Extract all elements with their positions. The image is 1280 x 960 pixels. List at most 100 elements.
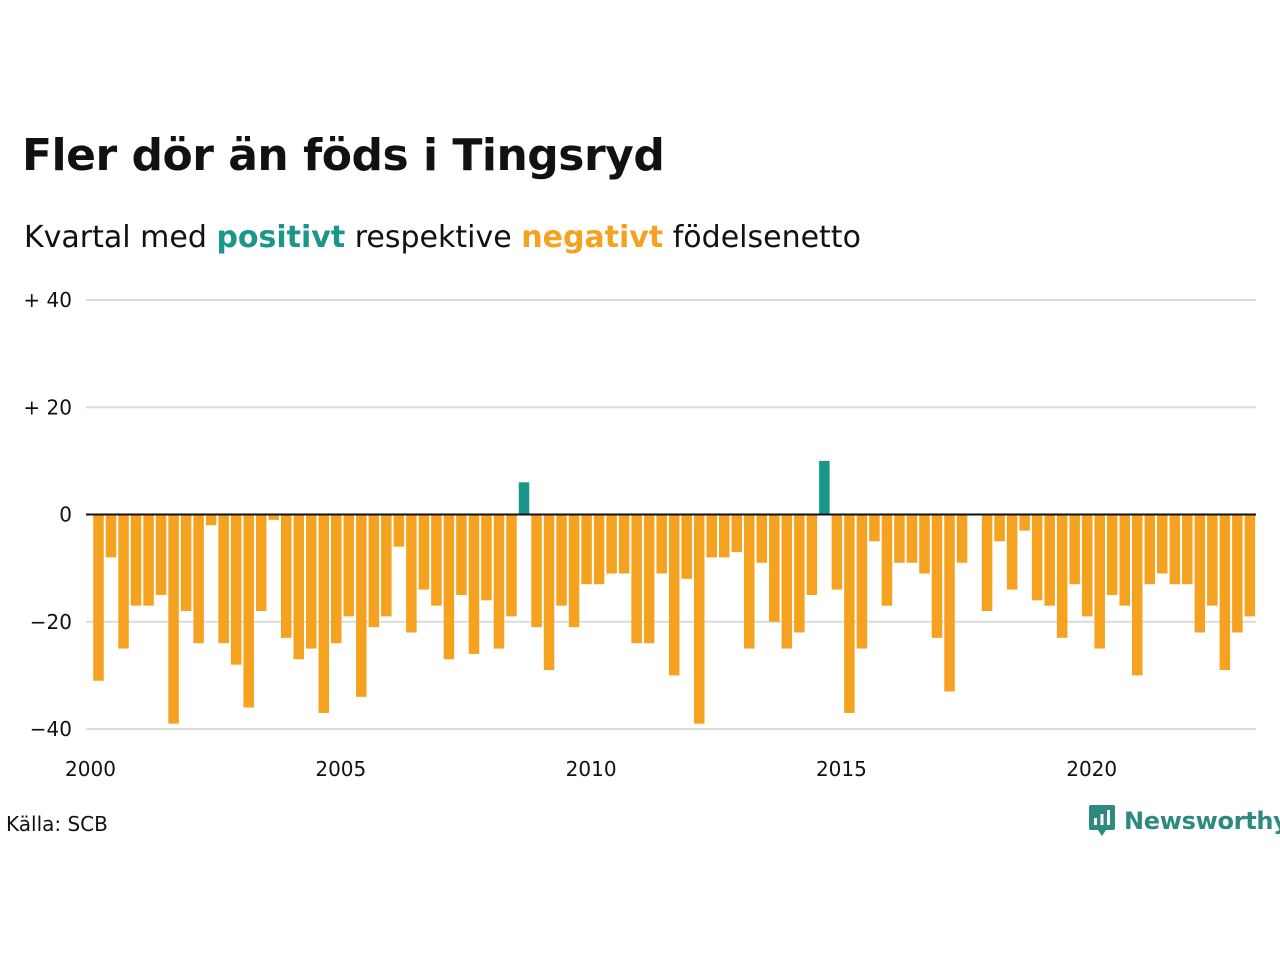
bar bbox=[1106, 514, 1118, 595]
logo-wordmark: Newsworthy bbox=[1124, 807, 1280, 835]
bar bbox=[1207, 514, 1218, 606]
bar bbox=[593, 514, 605, 585]
bar bbox=[606, 514, 617, 574]
bar bbox=[1019, 514, 1030, 531]
bar bbox=[944, 514, 955, 692]
bar bbox=[293, 514, 304, 660]
bar bbox=[506, 514, 517, 617]
bar bbox=[744, 514, 755, 649]
subtitle-suffix: födelsenetto bbox=[672, 220, 861, 255]
y-tick-label: −20 bbox=[30, 610, 72, 634]
bar bbox=[1119, 514, 1130, 606]
bar bbox=[105, 514, 117, 558]
bar bbox=[268, 514, 279, 520]
bar bbox=[1169, 514, 1181, 585]
subtitle-negative-label: negativt bbox=[521, 220, 664, 255]
y-tick-label: + 40 bbox=[23, 288, 72, 312]
bar bbox=[581, 514, 592, 585]
bar bbox=[819, 460, 830, 515]
bar bbox=[981, 514, 993, 612]
bar bbox=[931, 514, 943, 638]
bar bbox=[180, 514, 192, 612]
bar bbox=[794, 514, 805, 633]
bar bbox=[443, 514, 455, 660]
bar bbox=[1081, 514, 1093, 617]
bar bbox=[130, 514, 142, 606]
bar bbox=[381, 514, 392, 617]
bar bbox=[631, 514, 642, 644]
bar bbox=[643, 514, 655, 644]
y-tick-label: −40 bbox=[30, 717, 72, 741]
bar bbox=[1244, 514, 1256, 617]
bar bbox=[919, 514, 930, 574]
bar bbox=[243, 514, 254, 708]
bar bbox=[1056, 514, 1068, 638]
bar bbox=[331, 514, 342, 644]
subtitle-middle: respektive bbox=[354, 220, 512, 255]
bar bbox=[1131, 514, 1143, 676]
subtitle-prefix: Kvartal med bbox=[24, 220, 207, 255]
bar bbox=[1094, 514, 1105, 649]
bar bbox=[756, 514, 768, 563]
bar bbox=[706, 514, 717, 558]
bar bbox=[994, 514, 1005, 542]
bar bbox=[1182, 514, 1193, 585]
bar bbox=[168, 514, 179, 724]
bar bbox=[1044, 514, 1055, 606]
bar bbox=[668, 514, 680, 676]
bar bbox=[1144, 514, 1156, 585]
bar bbox=[831, 514, 843, 590]
chart-title: Fler dör än föds i Tingsryd bbox=[22, 130, 665, 181]
bar bbox=[1031, 514, 1043, 601]
bar bbox=[193, 514, 204, 644]
bar bbox=[481, 514, 492, 601]
bar bbox=[218, 514, 229, 644]
bar bbox=[769, 514, 780, 622]
bar bbox=[306, 514, 317, 649]
y-tick-label: 0 bbox=[59, 503, 72, 527]
bar bbox=[656, 514, 667, 574]
bar bbox=[368, 514, 380, 628]
bar bbox=[456, 514, 467, 595]
subtitle-positive-label: positivt bbox=[216, 220, 346, 255]
bar bbox=[205, 514, 217, 526]
bar bbox=[568, 514, 580, 628]
bar bbox=[556, 514, 567, 606]
bar bbox=[681, 514, 692, 579]
bar bbox=[343, 514, 355, 617]
bar bbox=[1232, 514, 1243, 633]
bar bbox=[493, 514, 505, 649]
bar bbox=[881, 514, 893, 606]
bar bbox=[856, 514, 868, 649]
bar bbox=[468, 514, 480, 654]
bar bbox=[869, 514, 880, 542]
bar bbox=[393, 514, 405, 547]
chart-subtitle: Kvartal med positivt respektive negativt… bbox=[24, 220, 861, 255]
bar bbox=[431, 514, 442, 606]
bar bbox=[143, 514, 154, 606]
bar bbox=[406, 514, 417, 633]
x-tick-label: 2000 bbox=[65, 757, 116, 781]
bar bbox=[781, 514, 793, 649]
x-tick-label: 2005 bbox=[315, 757, 366, 781]
bar bbox=[543, 514, 555, 671]
bar bbox=[618, 514, 630, 574]
bar bbox=[894, 514, 905, 563]
x-tick-label: 2015 bbox=[816, 757, 867, 781]
bar bbox=[1194, 514, 1206, 633]
bar bbox=[693, 514, 705, 724]
bar bbox=[956, 514, 968, 563]
bar bbox=[844, 514, 855, 713]
bar bbox=[1157, 514, 1168, 574]
bar bbox=[518, 482, 530, 515]
bar bbox=[230, 514, 242, 665]
bar bbox=[1219, 514, 1231, 671]
source-note: Källa: SCB bbox=[6, 812, 108, 836]
newsworthy-logo: Newsworthy bbox=[1088, 804, 1280, 838]
bar bbox=[806, 514, 818, 595]
bar bbox=[155, 514, 167, 595]
bar bbox=[318, 514, 330, 713]
y-tick-label: + 20 bbox=[23, 395, 72, 419]
bar bbox=[1069, 514, 1080, 585]
